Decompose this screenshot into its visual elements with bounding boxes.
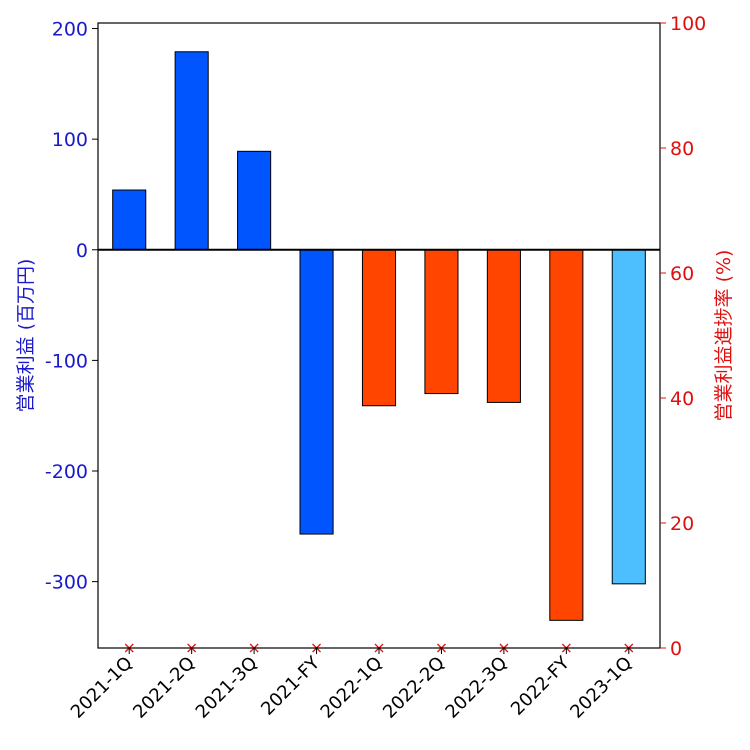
bar-2021-3Q	[237, 150, 272, 251]
right-tick-label: 40	[670, 388, 694, 410]
left-tick-label: 200	[52, 19, 88, 41]
y-axis-label-left: 営業利益 (百万円)	[15, 259, 37, 413]
right-axis: 100 80 60 40 20 0	[660, 13, 706, 660]
left-tick-label: 0	[76, 240, 88, 262]
x-tick-label: 2021-2Q	[129, 653, 199, 723]
x-tick-label: 2022-3Q	[441, 653, 511, 723]
left-tick-label: -300	[45, 572, 88, 594]
left-axis: 200 100 0 -100 -200 -300	[45, 19, 98, 594]
right-tick-label: 0	[670, 638, 682, 660]
x-tick-label: 2021-1Q	[67, 653, 137, 723]
right-tick-label: 80	[670, 138, 694, 160]
right-tick-label: 60	[670, 263, 694, 285]
x-tick-label: 2021-FY	[257, 652, 325, 720]
x-tick-label: 2022-2Q	[379, 653, 449, 723]
bar-2022-FY	[549, 249, 584, 621]
right-tick-label: 20	[670, 513, 694, 535]
x-tick-label: 2023-1Q	[566, 653, 636, 723]
left-tick-label: -200	[45, 461, 88, 483]
right-tick-label: 100	[670, 13, 706, 35]
bar-2021-1Q	[112, 189, 147, 251]
bar-2021-FY	[299, 249, 334, 535]
bar-2022-3Q	[486, 249, 521, 403]
x-axis: 2021-1Q2021-2Q2021-3Q2021-FY2022-1Q2022-…	[67, 648, 636, 723]
left-tick-label: 100	[52, 129, 88, 151]
bar-2022-1Q	[361, 249, 397, 407]
bar-2022-2Q	[424, 249, 459, 395]
bars-group	[112, 51, 646, 621]
x-tick-label: 2022-1Q	[317, 653, 387, 723]
y-axis-label-right: 営業利益進捗率 (%)	[713, 250, 735, 422]
x-tick-label: 2021-3Q	[192, 653, 262, 723]
left-tick-label: -100	[45, 350, 88, 372]
x-tick-label: 2022-FY	[507, 652, 575, 720]
bar-2023-1Q	[611, 249, 646, 585]
bar-2021-2Q	[174, 51, 209, 251]
